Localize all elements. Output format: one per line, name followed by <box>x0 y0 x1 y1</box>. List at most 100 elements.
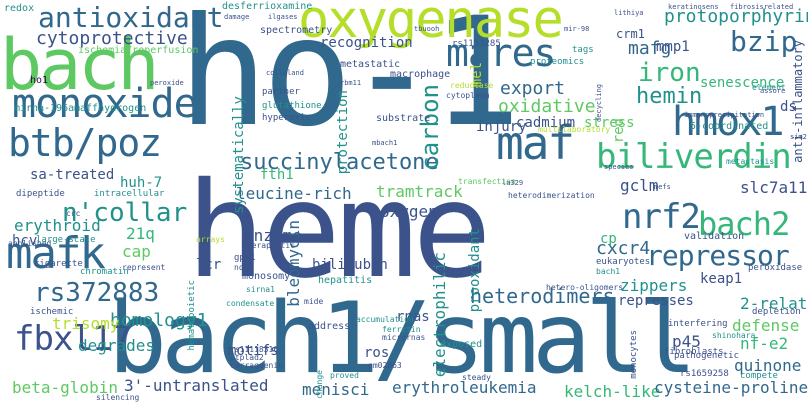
word-quinone: quinone <box>734 356 802 375</box>
word-zippers: zippers <box>620 276 688 295</box>
word-substrate: substrate <box>376 113 431 124</box>
word-nf-e2: nf-e2 <box>740 334 789 353</box>
word-oxidative: oxidative <box>498 96 596 117</box>
word-p45: p45 <box>672 332 701 351</box>
word-mir-98: mir-98 <box>564 25 590 33</box>
word-keratinosens: keratinosens <box>668 3 719 11</box>
word-carbon: carbon <box>416 84 444 171</box>
word-ptplad2: ptplad2 <box>230 353 264 362</box>
word-represses: represses <box>618 293 694 309</box>
word-cap: cap <box>122 242 151 261</box>
word-hcv: hcv <box>12 233 38 249</box>
word-mefs: mefs <box>654 183 671 191</box>
word-iron: iron <box>638 58 701 88</box>
word-biliverdin: biliverdin <box>596 137 792 177</box>
word-bach2: bach2 <box>698 205 790 243</box>
word-hepatitis: hepatitis <box>318 275 373 286</box>
word-partner: partner <box>262 87 300 97</box>
word-kelch-like: kelch-like <box>564 382 661 401</box>
word-heme: heme <box>186 154 492 308</box>
word-gclm: gclm <box>620 176 659 195</box>
word-senescence: senescence <box>700 75 785 91</box>
word-tbuooh: tbuooh <box>414 25 440 33</box>
word-rs372883: rs372883 <box>34 278 160 308</box>
word-heterodimers: heterodimers <box>470 284 615 308</box>
word-sim2: sim2 <box>790 133 807 141</box>
word-abolished: abolished <box>8 239 52 248</box>
word-bleomycin: bleomycin <box>284 220 303 307</box>
word-monocytes: monocytes <box>629 330 639 379</box>
word-immunoprecipitation: immunoprecipitation <box>684 111 765 119</box>
word-beta-globin: beta-globin <box>12 378 118 397</box>
word-ds: ds <box>780 99 797 115</box>
word-degrades: degrades <box>78 336 156 355</box>
word-5-coordinated: 5-coordinated <box>690 121 769 132</box>
word-mafg: mafg <box>628 38 672 59</box>
word-n-collar: n'collar <box>62 198 188 228</box>
word-micrornas: micrornas <box>382 333 426 342</box>
word-species: species <box>604 163 634 171</box>
word-ilgases: ilgases <box>268 13 298 21</box>
word-protoporphyrin: protoporphyrin <box>664 6 808 27</box>
word-validation: validation <box>684 231 745 242</box>
word-eukaryotes: eukaryotes <box>596 257 651 267</box>
word-cysteine-proline: cysteine-proline <box>654 378 808 397</box>
word-antioxidant: antioxidant <box>38 1 224 34</box>
word-mide: mide <box>304 297 324 306</box>
word-collaland: collaland <box>266 69 304 77</box>
word-dipeptide: dipeptide <box>16 189 65 199</box>
word-carrageenin: carrageenin <box>230 361 283 370</box>
word-peroxidase: peroxidase <box>748 263 803 273</box>
word-proteomics: proteomics <box>530 57 585 67</box>
word-nqo1: nqo1 <box>234 263 254 272</box>
word-tags: tags <box>572 45 594 55</box>
word-ros: ros <box>364 345 390 361</box>
word-large-scale: large-scale <box>36 235 96 245</box>
word-rnas: rnas <box>396 309 430 325</box>
word-mafk: mafk <box>6 228 106 279</box>
word-motifs: motifs <box>228 343 279 359</box>
word-fth1: fth1 <box>260 167 294 183</box>
word-menisci: menisci <box>302 380 370 399</box>
word-rs11118316: rs11118316 <box>230 345 279 354</box>
word-peroxide: peroxide <box>150 79 184 87</box>
word-depletion: depletion <box>752 307 801 317</box>
word-spectrometry: spectrometry <box>260 25 333 36</box>
word-redox: redox <box>4 3 35 14</box>
word-metastasis: metastasis <box>726 157 775 166</box>
word-macrophage: macrophage <box>390 69 451 80</box>
word-prooxidant: prooxidant <box>467 228 483 313</box>
word-hetero-oligomers: hetero-oligomers <box>546 283 624 292</box>
word-bach: bach <box>0 24 160 106</box>
word-chromatin: chromatin <box>80 267 129 277</box>
word-element: element <box>752 83 786 92</box>
word-systematically: systematically <box>231 96 247 215</box>
word-represent: represent <box>122 263 166 272</box>
word-protection: protection <box>335 90 351 175</box>
word-hyperoxic: hyperoxic <box>262 113 311 123</box>
word-cxcr4: cxcr4 <box>596 238 651 259</box>
word-rs1659258: rs1659258 <box>680 369 729 379</box>
word-injury: injury <box>476 119 527 135</box>
word-transfection: transfection <box>458 177 516 186</box>
word-erythroid: erythroid <box>14 216 101 235</box>
word-erythroleukemia: erythroleukemia <box>392 378 537 397</box>
word-red: red <box>611 118 627 144</box>
word-rs1153285: rs1153285 <box>452 39 501 49</box>
word-multilaboratory: multilaboratory <box>538 125 611 134</box>
word-cigarette: cigarette <box>34 259 83 269</box>
word-crm1: crm1 <box>616 27 645 41</box>
word-exposed: exposed <box>440 339 483 350</box>
word-mbach1: mbach1 <box>372 139 398 147</box>
word-fbxl17: fbxl17 <box>14 319 132 359</box>
word-mirna-196a: mirna-196a <box>14 103 75 114</box>
word-homology1: homology1 <box>110 310 208 331</box>
word-huh-7: huh-7 <box>120 175 163 191</box>
word-cytoprotective: cytoprotective <box>36 28 188 49</box>
word-steady: steady <box>462 373 491 382</box>
word-proved: proved <box>330 371 359 380</box>
word-accumulation: accumulation <box>356 315 414 324</box>
word-anti-inflammatory: anti-inflammatory <box>791 40 805 163</box>
word-damage: damage <box>224 13 250 21</box>
word-gm02063: gm02063 <box>368 361 402 370</box>
